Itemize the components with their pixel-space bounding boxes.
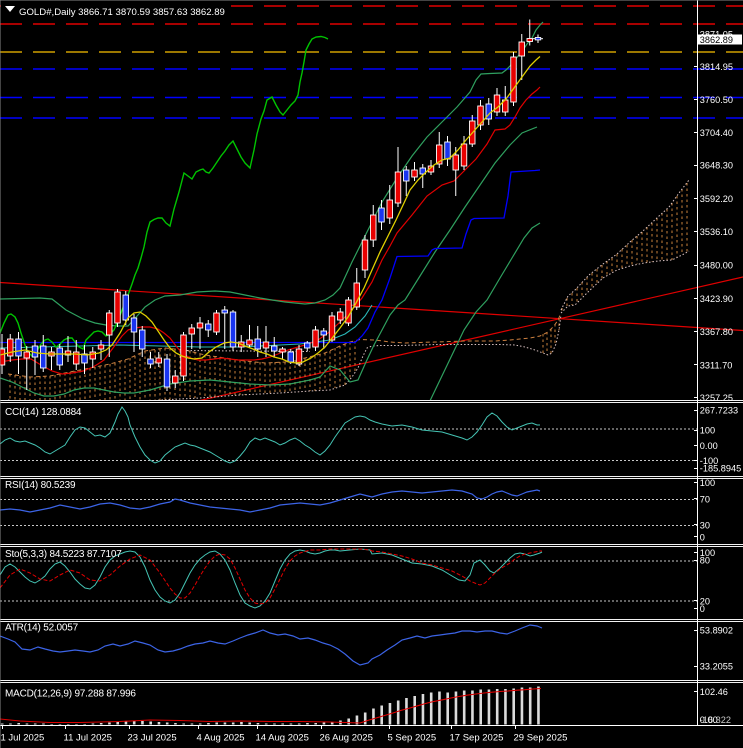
svg-text:RSI(14) 80.5239: RSI(14) 80.5239 <box>5 480 76 491</box>
svg-text:Sto(5,3,3) 84.5223 87.7107: Sto(5,3,3) 84.5223 87.7107 <box>5 549 122 560</box>
svg-text:3814.95: 3814.95 <box>700 62 733 72</box>
svg-text:0.00: 0.00 <box>700 715 718 725</box>
svg-text:CCI(14) 128.0884: CCI(14) 128.0884 <box>5 407 82 418</box>
svg-text:53.8902: 53.8902 <box>700 625 733 635</box>
svg-text:3311.70: 3311.70 <box>700 360 733 370</box>
svg-text:3423.90: 3423.90 <box>700 294 733 304</box>
svg-text:14 Aug 2025: 14 Aug 2025 <box>256 733 309 744</box>
svg-text:3367.80: 3367.80 <box>700 327 733 337</box>
svg-text:33.2055: 33.2055 <box>700 661 733 671</box>
svg-text:23 Jul 2025: 23 Jul 2025 <box>128 733 177 744</box>
svg-text:3760.50: 3760.50 <box>700 95 733 105</box>
svg-text:100: 100 <box>700 478 715 488</box>
svg-text:5 Sep 2025: 5 Sep 2025 <box>388 733 437 744</box>
svg-text:3862.89: 3862.89 <box>700 35 733 45</box>
svg-text:0: 0 <box>700 604 705 614</box>
svg-text:3536.10: 3536.10 <box>700 227 733 237</box>
svg-text:-16.322: -16.322 <box>700 715 731 725</box>
svg-text:70: 70 <box>700 494 710 504</box>
svg-text:-185.8945: -185.8945 <box>700 463 741 473</box>
svg-text:-100: -100 <box>700 456 718 466</box>
svg-text:100: 100 <box>700 548 715 558</box>
svg-text:3257.25: 3257.25 <box>700 393 733 403</box>
svg-text:17 Sep 2025: 17 Sep 2025 <box>450 733 504 744</box>
svg-text:ATR(14) 52.0057: ATR(14) 52.0057 <box>5 623 79 634</box>
svg-text:3648.30: 3648.30 <box>700 161 733 171</box>
svg-text:MACD(12,26,9) 97.288 87.996: MACD(12,26,9) 97.288 87.996 <box>5 689 136 700</box>
svg-text:30: 30 <box>700 520 710 530</box>
svg-text:267.7233: 267.7233 <box>700 405 738 415</box>
svg-text:100: 100 <box>700 425 715 435</box>
svg-text:1 Jul 2025: 1 Jul 2025 <box>1 733 45 744</box>
svg-text:0: 0 <box>700 532 705 542</box>
svg-text:80: 80 <box>700 555 710 565</box>
svg-text:26 Aug 2025: 26 Aug 2025 <box>320 733 373 744</box>
svg-text:3480.00: 3480.00 <box>700 261 733 271</box>
svg-text:29 Sep 2025: 29 Sep 2025 <box>514 733 568 744</box>
svg-text:3704.40: 3704.40 <box>700 128 733 138</box>
svg-text:0.00: 0.00 <box>700 441 718 451</box>
svg-text:3592.20: 3592.20 <box>700 194 733 204</box>
svg-text:20: 20 <box>700 596 710 606</box>
svg-text:11 Jul 2025: 11 Jul 2025 <box>64 733 112 744</box>
svg-text:GOLD#,Daily 3866.71 3870.59 3: GOLD#,Daily 3866.71 3870.59 3857.63 3862… <box>19 7 225 18</box>
svg-text:4 Aug 2025: 4 Aug 2025 <box>197 733 245 744</box>
svg-text:102.46: 102.46 <box>700 687 728 697</box>
